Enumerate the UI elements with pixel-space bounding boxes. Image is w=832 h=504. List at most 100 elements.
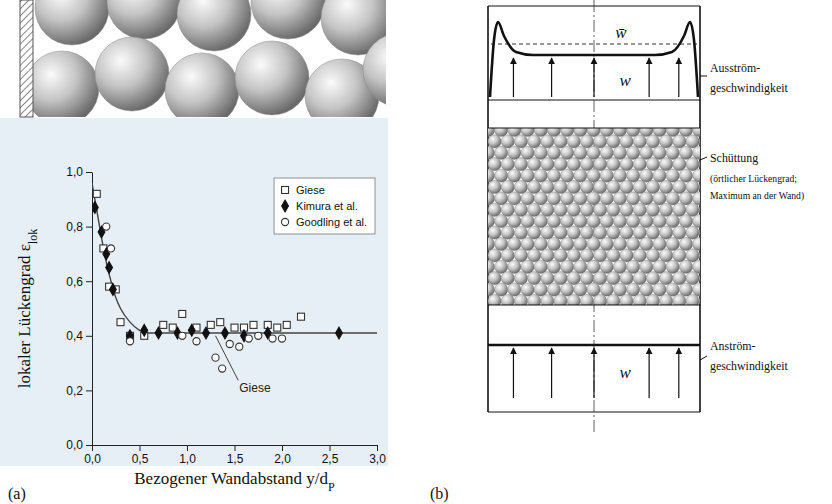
sphere — [107, 0, 181, 39]
bed-particle — [620, 180, 633, 193]
bed-particle — [666, 283, 679, 296]
data-point — [219, 365, 226, 372]
bed-particle — [587, 192, 600, 205]
bed-particle — [501, 272, 514, 285]
bed-particle — [488, 180, 501, 193]
bed-particle — [686, 249, 699, 262]
bed-particle — [633, 226, 646, 239]
bed-particle — [495, 283, 508, 296]
bed-particle — [567, 226, 580, 239]
data-point — [336, 327, 343, 339]
x-tick: 2,5 — [322, 445, 339, 466]
velocity-label: w — [619, 71, 631, 90]
bed-particle — [541, 180, 554, 193]
series-points — [103, 223, 286, 372]
bed-particle — [600, 169, 613, 182]
bed-particle — [594, 249, 607, 262]
flow-arrow — [678, 58, 679, 97]
bed-particle — [679, 260, 692, 273]
bed-particle — [673, 158, 686, 171]
bed-particle — [594, 158, 607, 171]
bed-particle — [488, 192, 495, 205]
bed-particle — [613, 146, 626, 159]
bed-particle — [627, 237, 640, 250]
bed-particle — [574, 237, 587, 250]
bed-particle — [613, 237, 626, 250]
bed-particle — [673, 249, 686, 262]
bed-particle — [547, 192, 560, 205]
bed-particle — [521, 169, 534, 182]
bed-particle — [640, 215, 653, 228]
y-axis-line — [92, 173, 93, 446]
section-line — [488, 128, 700, 129]
flow-arrow — [593, 58, 594, 97]
bed-particle — [646, 272, 659, 285]
bed-particle — [501, 158, 514, 171]
bed-particle — [495, 215, 508, 228]
bed-particle — [528, 158, 541, 171]
bed-particle — [607, 272, 620, 285]
bed-particle — [600, 260, 613, 273]
bed-particle — [679, 215, 692, 228]
bed-particle — [521, 237, 534, 250]
bed-particle — [594, 135, 607, 148]
flow-arrow — [649, 58, 650, 97]
bed-particle — [666, 237, 679, 250]
bed-particle — [534, 192, 547, 205]
data-point — [92, 202, 98, 214]
bed-particle — [488, 135, 501, 148]
sphere — [363, 33, 386, 107]
inlet-profile — [488, 344, 700, 347]
bed-particle — [528, 294, 541, 305]
bed-particle — [580, 180, 593, 193]
data-point — [179, 332, 186, 339]
bed-particle — [673, 226, 686, 239]
bed-particle — [508, 260, 521, 273]
bed-particle — [541, 294, 554, 305]
bed-particle — [547, 283, 560, 296]
bed-particle — [561, 146, 574, 159]
bed-particle — [693, 215, 700, 228]
y-tick-mark — [86, 445, 92, 446]
data-point — [169, 324, 176, 331]
bed-particle — [640, 260, 653, 273]
series-points — [93, 190, 304, 339]
section-line — [488, 305, 700, 306]
bed-particle — [693, 146, 700, 159]
bed-note: (örtlicher Lückengrad; — [710, 173, 797, 185]
bed-particle — [620, 249, 633, 262]
bed-particle — [666, 215, 679, 228]
bed-particle — [679, 146, 692, 159]
flow-arrow — [678, 348, 679, 398]
bed-particle — [574, 260, 587, 273]
bed-particle — [488, 226, 501, 239]
bed-particle — [508, 146, 521, 159]
legend-symbol — [281, 218, 288, 225]
bed-particle — [693, 192, 700, 205]
bed-particle — [534, 260, 547, 273]
bed-particle — [561, 192, 574, 205]
bed-particle — [574, 192, 587, 205]
bed-particle — [653, 169, 666, 182]
bed-particle — [653, 237, 666, 250]
bed-particle — [594, 294, 607, 305]
bed-particle — [554, 135, 567, 148]
bed-particle — [514, 203, 527, 216]
bed-particle — [541, 272, 554, 285]
bed-particle — [627, 215, 640, 228]
legend: GieseKimura et al.Goodling et al. — [274, 178, 375, 234]
y-tick: 0,4 — [66, 329, 92, 343]
bed-particle — [653, 283, 666, 296]
bed-particle — [686, 272, 699, 285]
bed-particle — [528, 135, 541, 148]
bed-particle — [501, 135, 514, 148]
bed-diagram: w̄ww — [481, 0, 719, 432]
bed-particle — [627, 260, 640, 273]
data-point — [107, 245, 114, 252]
bed-particle — [541, 249, 554, 262]
y-tick-label: 0,2 — [66, 384, 83, 398]
data-point — [179, 310, 186, 317]
bed-particle — [607, 249, 620, 262]
legend-symbol — [282, 200, 289, 212]
bed-particle — [679, 237, 692, 250]
